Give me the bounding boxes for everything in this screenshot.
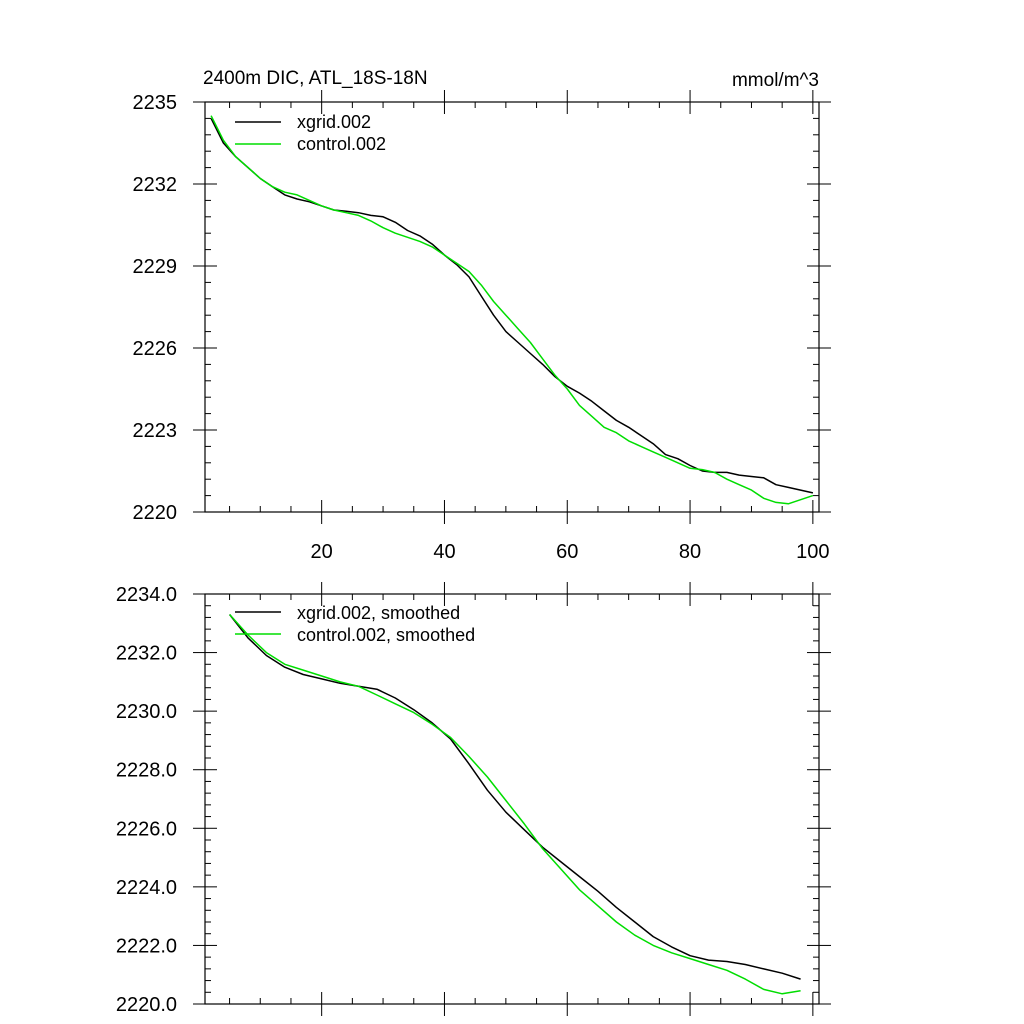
series-line-control bbox=[229, 613, 801, 995]
series-line-control bbox=[210, 115, 814, 505]
y-tick-label: 2226.0 bbox=[116, 818, 177, 840]
plot-frame bbox=[204, 593, 820, 1005]
axis-ticks bbox=[193, 582, 831, 1016]
y-tick-label: 2230.0 bbox=[116, 701, 177, 723]
y-tick-label: 2223 bbox=[133, 420, 178, 442]
legend: xgrid.002, smoothed control.002, smoothe… bbox=[235, 603, 475, 645]
x-tick-label: 40 bbox=[433, 541, 455, 563]
y-tick-label: 2226 bbox=[133, 338, 178, 360]
y-tick-label: 2234.0 bbox=[116, 584, 177, 606]
legend-label-control: control.002 bbox=[297, 134, 386, 154]
y-tick-label: 2220 bbox=[133, 502, 178, 524]
x-tick-label: 100 bbox=[796, 541, 829, 563]
legend-label-control-smoothed: control.002, smoothed bbox=[297, 625, 475, 645]
legend: xgrid.002 control.002 bbox=[235, 112, 386, 154]
units-label: mmol/m^3 bbox=[732, 70, 819, 91]
legend-label-xgrid: xgrid.002 bbox=[297, 112, 371, 132]
chart-title: 2400m DIC, ATL_18S-18N bbox=[203, 68, 428, 89]
plot-frame bbox=[204, 101, 820, 513]
y-tick-labels: 2220.0 2222.0 2224.0 2226.0 2228.0 2230.0 2232… bbox=[116, 584, 177, 1016]
x-tick-label: 20 bbox=[311, 541, 333, 563]
series-lines bbox=[229, 613, 801, 995]
y-tick-label: 2228.0 bbox=[116, 760, 177, 782]
y-tick-labels: 2220 2223 2226 2229 2232 2235 bbox=[133, 92, 178, 524]
y-tick-label: 2220.0 bbox=[116, 994, 177, 1016]
bottom-panel: 2220.0 2222.0 2224.0 2226.0 2228.0 2230.0 2232… bbox=[116, 582, 831, 1016]
y-tick-label: 2222.0 bbox=[116, 935, 177, 957]
y-tick-label: 2232 bbox=[133, 174, 178, 196]
y-tick-label: 2229 bbox=[133, 256, 178, 278]
x-tick-label: 80 bbox=[679, 541, 701, 563]
legend-label-xgrid-smoothed: xgrid.002, smoothed bbox=[297, 603, 460, 623]
axis-ticks bbox=[193, 90, 831, 524]
y-tick-label: 2224.0 bbox=[116, 877, 177, 899]
top-panel: 2400m DIC, ATL_18S-18N mmol/m^3 2220 2223… bbox=[133, 68, 831, 563]
x-tick-label: 60 bbox=[556, 541, 578, 563]
series-line-xgrid bbox=[229, 614, 801, 980]
series-line-xgrid bbox=[210, 118, 814, 494]
y-tick-label: 2232.0 bbox=[116, 643, 177, 665]
x-tick-labels: 20 40 60 80 100 bbox=[311, 541, 830, 563]
series-lines bbox=[210, 115, 814, 505]
y-tick-label: 2235 bbox=[133, 92, 178, 114]
